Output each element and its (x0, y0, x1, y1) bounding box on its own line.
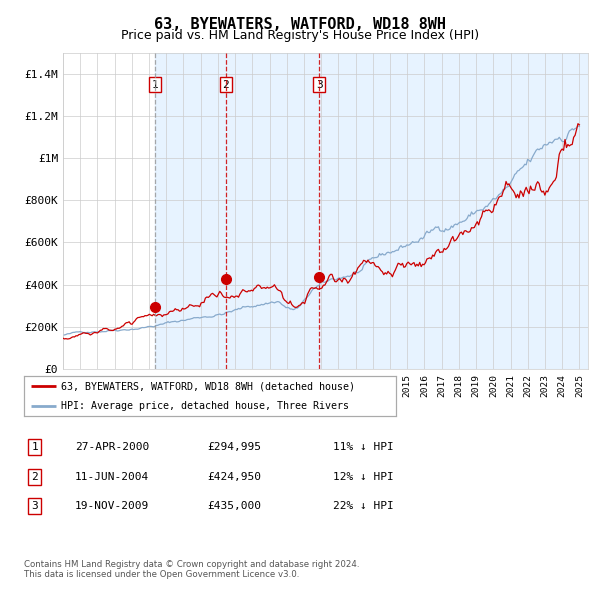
Text: 3: 3 (316, 80, 323, 90)
Text: 3: 3 (31, 502, 38, 511)
Text: Price paid vs. HM Land Registry's House Price Index (HPI): Price paid vs. HM Land Registry's House … (121, 30, 479, 42)
Text: 27-APR-2000: 27-APR-2000 (75, 442, 149, 452)
Text: 63, BYEWATERS, WATFORD, WD18 8WH (detached house): 63, BYEWATERS, WATFORD, WD18 8WH (detach… (61, 381, 355, 391)
Text: 1: 1 (151, 80, 158, 90)
Text: £294,995: £294,995 (207, 442, 261, 452)
Text: 19-NOV-2009: 19-NOV-2009 (75, 502, 149, 511)
Bar (155, 53, 588, 369)
Text: 63, BYEWATERS, WATFORD, WD18 8WH: 63, BYEWATERS, WATFORD, WD18 8WH (154, 17, 446, 31)
Text: £424,950: £424,950 (207, 472, 261, 481)
Text: 22% ↓ HPI: 22% ↓ HPI (333, 502, 394, 511)
Text: 11-JUN-2004: 11-JUN-2004 (75, 472, 149, 481)
Text: 12% ↓ HPI: 12% ↓ HPI (333, 472, 394, 481)
Text: 1: 1 (31, 442, 38, 452)
Text: 2: 2 (222, 80, 229, 90)
Text: Contains HM Land Registry data © Crown copyright and database right 2024.
This d: Contains HM Land Registry data © Crown c… (24, 560, 359, 579)
Text: 2: 2 (31, 472, 38, 481)
Text: HPI: Average price, detached house, Three Rivers: HPI: Average price, detached house, Thre… (61, 401, 349, 411)
Text: £435,000: £435,000 (207, 502, 261, 511)
Text: 11% ↓ HPI: 11% ↓ HPI (333, 442, 394, 452)
